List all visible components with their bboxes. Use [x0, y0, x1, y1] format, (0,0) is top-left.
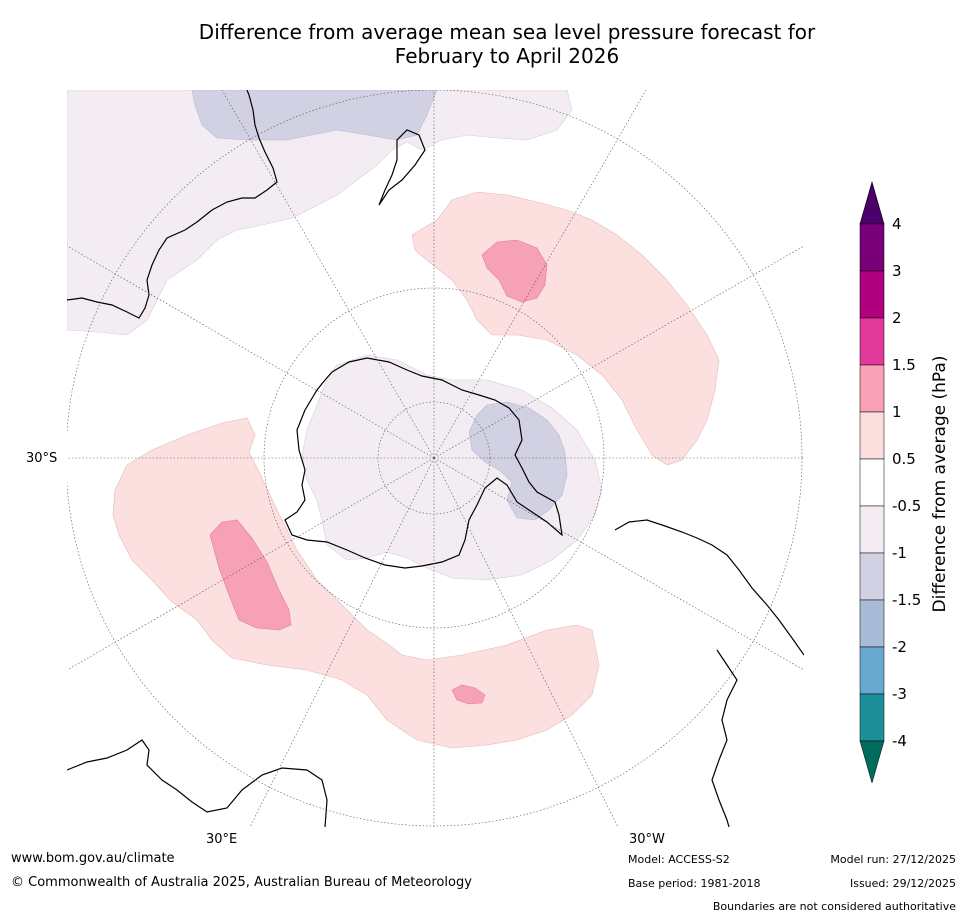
- colorbar: [859, 180, 885, 784]
- colorbar-tick-label: 3: [892, 262, 902, 280]
- disclaimer-text: Boundaries are not considered authoritat…: [712, 900, 956, 913]
- south-america-coastline: [614, 519, 804, 656]
- colorbar-tick-label: -1: [892, 544, 907, 562]
- copyright-text: © Commonwealth of Australia 2025, Austra…: [11, 875, 472, 890]
- map: [67, 90, 804, 827]
- colorbar-tick-label: -2: [892, 638, 907, 656]
- meridian-150e: [221, 90, 435, 459]
- africa-coastline: [67, 739, 328, 827]
- colorbar-tick-label: -3: [892, 685, 907, 703]
- latitude-label-30s: 30°S: [26, 451, 58, 466]
- colorbar-tick-label: -4: [892, 732, 907, 750]
- meridian-30e: [249, 457, 435, 827]
- new-zealand-coastline: [378, 129, 426, 206]
- meridian-120e: [67, 245, 435, 459]
- base-period-text: Base period: 1981-2018: [628, 877, 761, 890]
- title-line-2: February to April 2026: [394, 44, 620, 68]
- latitude-circle-middle: [263, 287, 605, 629]
- south-atlantic-core-region: [451, 684, 486, 705]
- colorbar-tick-label: 1.5: [892, 356, 916, 374]
- model-run-text: Model run: 27/12/2025: [830, 853, 956, 866]
- colorbar-tick-label: 4: [892, 215, 902, 233]
- south-pacific-core-region: [481, 239, 548, 303]
- colorbar-segment: [859, 364, 885, 413]
- model-text: Model: ACCESS-S2: [628, 853, 730, 866]
- meridian-120w: [433, 245, 804, 459]
- tasman-negative-region: [191, 90, 438, 141]
- issued-text: Issued: 29/12/2025: [849, 877, 956, 890]
- meridian-150w: [433, 90, 647, 459]
- coastlines: [67, 90, 804, 827]
- colorbar-tick-label: 2: [892, 309, 902, 327]
- colorbar-segment: [859, 599, 885, 648]
- website-link[interactable]: www.bom.gov.au/climate: [11, 851, 175, 866]
- colorbar-segment: [859, 223, 885, 272]
- colorbar-segment: [859, 693, 885, 742]
- colorbar-tick-label: -0.5: [892, 497, 922, 515]
- graticule: [67, 90, 804, 827]
- indian-ocean-core-region: [209, 519, 292, 631]
- meridian-30w: [433, 457, 619, 827]
- australia-negative-region: [67, 90, 573, 336]
- colorbar-segment: [859, 458, 885, 507]
- south-america-west-coastline: [711, 649, 738, 827]
- colorbar-segment: [859, 505, 885, 554]
- colorbar-segment: [859, 317, 885, 366]
- colorbar-segment: [859, 552, 885, 601]
- colorbar-title: Difference from average (hPa): [930, 355, 950, 613]
- antarctica-coastline: [284, 357, 563, 569]
- colorbar-tick-label: 0.5: [892, 450, 916, 468]
- indian-ocean-positive-region: [112, 417, 600, 749]
- map-content: [67, 90, 804, 827]
- longitude-label-30w: 30°W: [629, 832, 665, 847]
- chart-title: Difference from average mean sea level p…: [0, 20, 965, 68]
- australia-coastline: [67, 90, 278, 319]
- colorbar-under-arrow: [859, 740, 885, 784]
- meridian-60w: [433, 457, 804, 671]
- longitude-label-30e: 30°E: [206, 832, 238, 847]
- title-line-1: Difference from average mean sea level p…: [198, 20, 816, 44]
- colorbar-segment: [859, 270, 885, 319]
- colorbar-tick-label: -1.5: [892, 591, 922, 609]
- meridian-60e: [67, 457, 435, 671]
- colorbar-tick-label: 1: [892, 403, 902, 421]
- colorbar-over-arrow: [859, 180, 885, 225]
- colorbar-segment: [859, 646, 885, 695]
- colorbar-segment: [859, 411, 885, 460]
